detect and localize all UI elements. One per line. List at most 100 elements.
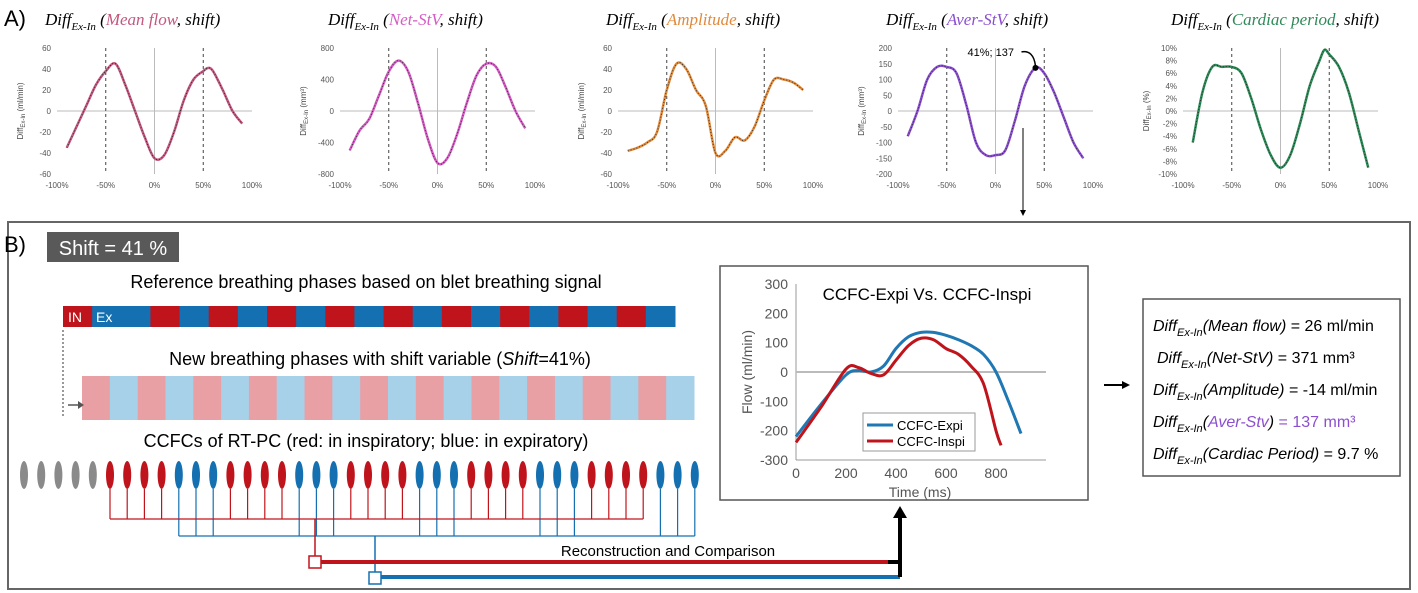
chart-a-2: DiffEx-In (Net-StV, shift)8004000-400-80… bbox=[299, 10, 545, 190]
peak-arrow bbox=[1021, 50, 1037, 66]
inner-x-tick: 800 bbox=[984, 465, 1008, 481]
inner-y-tick: 100 bbox=[765, 335, 789, 351]
title-open: ( bbox=[937, 10, 948, 29]
ccfc-item bbox=[484, 461, 493, 489]
ref-phase-segment bbox=[237, 306, 268, 327]
result-param-close: ) bbox=[1267, 414, 1274, 431]
chart-a-title: DiffEx-In (Cardiac period, shift) bbox=[1170, 10, 1379, 33]
ylabel-post: (ml/min) bbox=[577, 82, 586, 113]
y-tick-label: -50 bbox=[880, 123, 892, 132]
result-row: DiffEx-In(Cardiac Period) = 9.7 % bbox=[1153, 446, 1378, 467]
ccfc-item bbox=[226, 461, 235, 489]
chart-a-5: DiffEx-In (Cardiac period, shift)10%8%6%… bbox=[1142, 10, 1388, 190]
ccfc-item bbox=[518, 461, 527, 489]
chart-a-title: DiffEx-In (Aver-StV, shift) bbox=[885, 10, 1048, 33]
new-phase-segment bbox=[471, 376, 500, 420]
ref-phase-segment bbox=[616, 306, 647, 327]
inner-y-label: Flow (ml/min) bbox=[739, 330, 755, 414]
y-tick-label: -40 bbox=[39, 149, 51, 158]
x-tick-label: 0% bbox=[710, 181, 722, 190]
y-tick-label: 10% bbox=[1161, 44, 1177, 53]
inner-chart-title: CCFC-Expi Vs. CCFC-Inspi bbox=[823, 285, 1032, 304]
title-prefix: Diff bbox=[605, 10, 635, 29]
result-pre: Diff bbox=[1153, 414, 1179, 431]
ylabel-post: (%) bbox=[1142, 90, 1151, 105]
y-tick-label: -8% bbox=[1163, 157, 1177, 166]
inner-y-tick: 300 bbox=[765, 276, 789, 292]
reconstruction-lines bbox=[308, 506, 907, 585]
x-tick-label: -50% bbox=[937, 181, 956, 190]
new-phase-segment bbox=[109, 376, 139, 420]
x-tick-label: 0% bbox=[990, 181, 1002, 190]
result-param: (Net-StV) bbox=[1207, 350, 1274, 367]
new-phase-segment bbox=[360, 376, 389, 420]
title-param: Cardiac period bbox=[1232, 10, 1336, 29]
panel-b-frame bbox=[7, 221, 1411, 590]
y-tick-label: 400 bbox=[321, 76, 335, 85]
new-phases-title-pre: New breathing phases with shift variable… bbox=[169, 349, 502, 369]
result-param-open: ( bbox=[1203, 414, 1210, 431]
y-tick-label: 2% bbox=[1165, 94, 1177, 103]
link-arrow-head bbox=[1020, 210, 1026, 216]
ccfc-item bbox=[432, 461, 441, 489]
y-tick-label: -2% bbox=[1163, 120, 1177, 129]
chart-a-1: DiffEx-In (Mean flow, shift)6040200-20-4… bbox=[16, 10, 262, 190]
legend-label: CCFC-Expi bbox=[897, 418, 963, 433]
title-param: Net-StV bbox=[388, 10, 444, 29]
ref-in-label: IN bbox=[68, 309, 82, 325]
ref-phase-segment bbox=[500, 306, 530, 327]
y-axis-label: DiffEx-In (ml/min) bbox=[577, 82, 588, 139]
ccfc-item bbox=[106, 461, 114, 489]
ref-phase-segment bbox=[121, 306, 151, 327]
y-tick-label: 0 bbox=[330, 107, 335, 116]
ref-ex-label: Ex bbox=[96, 309, 112, 325]
title-param: Amplitude bbox=[666, 10, 737, 29]
new-phase-segment bbox=[221, 376, 250, 420]
data-line-dots bbox=[1192, 49, 1369, 169]
ylabel-pre: Diff bbox=[577, 127, 586, 140]
y-tick-label: -4% bbox=[1163, 132, 1177, 141]
title-prefix: Diff bbox=[1170, 10, 1200, 29]
title-suffix: , shift) bbox=[1336, 10, 1380, 29]
ylabel-sub: Ex-In bbox=[21, 114, 27, 128]
ccfc-item bbox=[54, 461, 63, 489]
y-tick-label: 60 bbox=[603, 44, 612, 53]
title-prefix: Diff bbox=[327, 10, 357, 29]
title-open: ( bbox=[379, 10, 390, 29]
title-param: Mean flow bbox=[105, 10, 179, 29]
result-value: = 9.7 % bbox=[1319, 446, 1378, 463]
new-phase-segment bbox=[443, 376, 472, 420]
ref-phase-segment bbox=[325, 306, 355, 327]
result-value: = 137 mm³ bbox=[1274, 414, 1356, 431]
x-tick-label: 100% bbox=[242, 181, 262, 190]
y-tick-label: -150 bbox=[876, 154, 893, 163]
ccfc-sequence bbox=[20, 461, 699, 537]
y-axis-label: DiffEx-In (mm³) bbox=[857, 86, 868, 136]
ref-phase-segment bbox=[208, 306, 239, 327]
y-tick-label: -40 bbox=[600, 149, 612, 158]
ylabel-post: (ml/min) bbox=[16, 82, 25, 113]
ccfc-item bbox=[553, 461, 562, 489]
ccfc-item bbox=[587, 461, 596, 489]
ccfc-item bbox=[192, 461, 200, 489]
new-phase-segment bbox=[638, 376, 667, 420]
inner-y-tick: -200 bbox=[760, 423, 788, 439]
title-sub: Ex-In bbox=[1196, 21, 1222, 33]
x-tick-label: 50% bbox=[478, 181, 494, 190]
title-suffix: , shift) bbox=[737, 10, 781, 29]
ylabel-post: (mm³) bbox=[857, 86, 866, 110]
peak-annotation: 41%; 137 bbox=[967, 47, 1013, 59]
y-tick-label: 50 bbox=[883, 91, 892, 100]
new-phase-segment bbox=[527, 376, 556, 420]
shift-arrow-head bbox=[78, 401, 84, 409]
ccfc-item bbox=[140, 461, 149, 489]
result-param: (Mean flow) bbox=[1203, 318, 1287, 335]
title-open: ( bbox=[96, 10, 107, 29]
x-tick-label: 0% bbox=[149, 181, 161, 190]
ccfc-item bbox=[37, 461, 46, 489]
ccfc-item bbox=[20, 461, 28, 489]
ccfc-item bbox=[88, 461, 97, 489]
ref-phase-segment bbox=[412, 306, 443, 327]
ref-phase-segment bbox=[587, 306, 618, 327]
ref-phase-segment bbox=[92, 306, 122, 327]
